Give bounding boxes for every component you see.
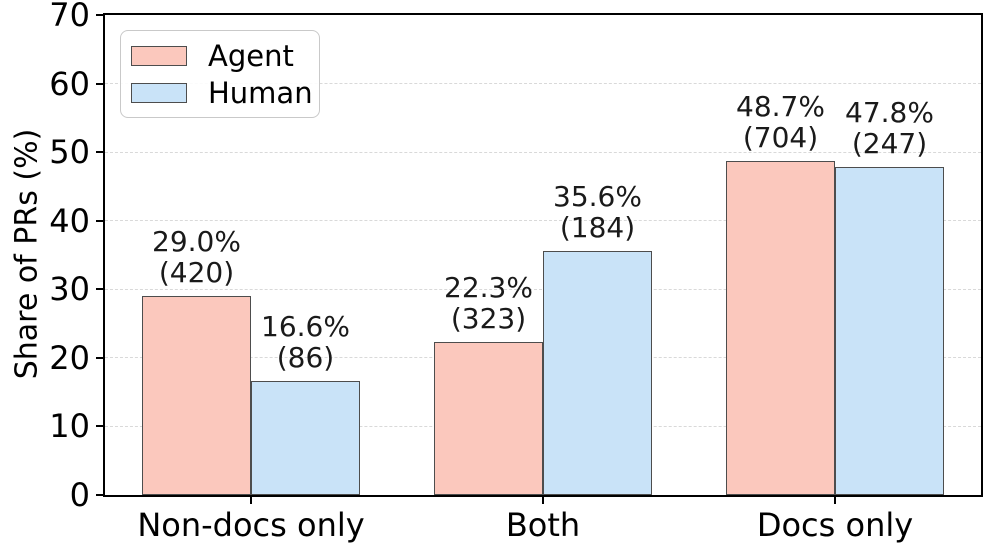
legend: Agent Human bbox=[120, 30, 320, 118]
y-tick-label: 50 bbox=[49, 133, 90, 172]
bar-annotation-human-docs-only: 47.8% (247) bbox=[805, 97, 975, 159]
legend-label-human: Human bbox=[208, 75, 313, 110]
x-tick bbox=[834, 495, 836, 504]
x-tick-label: Docs only bbox=[756, 506, 914, 544]
y-tick-label: 20 bbox=[49, 338, 90, 377]
legend-item-human: Human bbox=[131, 77, 313, 109]
bar-annotation-percent: 48.7% bbox=[736, 90, 825, 124]
y-tick-label: 10 bbox=[49, 407, 90, 446]
y-tick bbox=[96, 14, 105, 16]
x-tick bbox=[250, 495, 252, 504]
bar-annotation-count: (704) bbox=[742, 121, 819, 155]
bar-agent-non-docs-only bbox=[142, 296, 251, 495]
y-gridline bbox=[105, 151, 981, 153]
bar-agent-docs-only bbox=[726, 161, 835, 495]
bar-annotation-percent: 16.6% bbox=[261, 310, 350, 344]
y-tick-label: 60 bbox=[49, 64, 90, 103]
y-tick bbox=[96, 425, 105, 428]
legend-swatch-human bbox=[131, 82, 187, 103]
bar-annotation-agent-non-docs-only: 29.0% (420) bbox=[112, 226, 282, 288]
y-gridline bbox=[105, 83, 981, 85]
bar-annotation-count: (323) bbox=[450, 302, 527, 336]
y-tick-label: 40 bbox=[49, 201, 90, 240]
y-gridline bbox=[105, 220, 981, 222]
y-tick-label: 30 bbox=[49, 270, 90, 309]
bar-annotation-percent: 35.6% bbox=[553, 179, 642, 213]
legend-swatch-agent bbox=[131, 45, 187, 66]
bar-annotation-agent-both: 22.3% (323) bbox=[404, 272, 574, 334]
bar-annotation-percent: 29.0% bbox=[152, 225, 241, 259]
y-tick-label: 70 bbox=[49, 0, 90, 34]
x-tick-label: Both bbox=[505, 506, 581, 544]
bar-annotation-agent-docs-only: 48.7% (704) bbox=[696, 91, 866, 153]
legend-item-agent: Agent bbox=[131, 40, 309, 72]
legend-label-agent: Agent bbox=[208, 38, 294, 73]
y-tick bbox=[96, 82, 105, 85]
bar-human-non-docs-only bbox=[251, 381, 360, 495]
x-tick-label: Non-docs only bbox=[137, 506, 365, 544]
bar-human-both bbox=[543, 250, 652, 495]
bar-annotation-percent: 22.3% bbox=[444, 271, 533, 305]
y-tick-label: 0 bbox=[69, 476, 90, 514]
bar-annotation-count: (184) bbox=[559, 210, 636, 244]
y-tick bbox=[96, 356, 105, 359]
y-tick bbox=[96, 494, 105, 496]
y-tick bbox=[96, 288, 105, 291]
y-tick bbox=[96, 219, 105, 222]
bar-annotation-human-both: 35.6% (184) bbox=[513, 181, 683, 243]
bar-annotation-human-non-docs-only: 16.6% (86) bbox=[221, 311, 391, 373]
x-tick bbox=[542, 495, 544, 504]
bar-annotation-percent: 47.8% bbox=[845, 96, 934, 130]
bar-annotation-count: (247) bbox=[851, 127, 928, 161]
bar-annotation-count: (86) bbox=[276, 341, 335, 375]
y-tick bbox=[96, 151, 105, 154]
bar-agent-both bbox=[434, 342, 543, 495]
bar-human-docs-only bbox=[835, 167, 944, 495]
bar-annotation-count: (420) bbox=[158, 256, 235, 290]
